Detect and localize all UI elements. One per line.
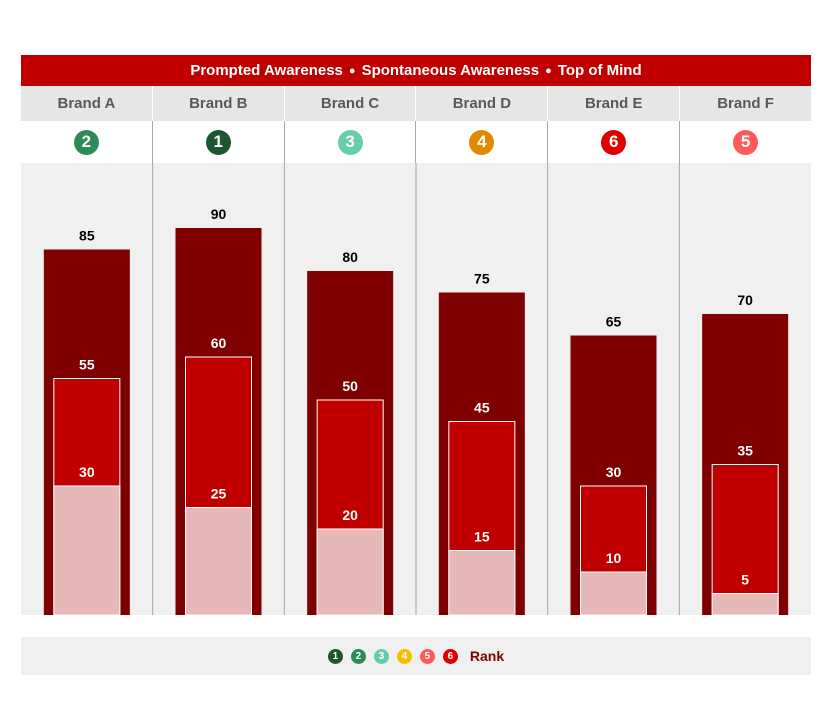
rank-legend-badge: 3 [373, 648, 389, 664]
spontaneous-awareness-bar [711, 464, 779, 615]
rank-cell: 2 [21, 121, 152, 163]
spontaneous-value-label: 30 [606, 464, 622, 480]
brand-label: Brand C [283, 86, 416, 121]
prompted-value-label: 90 [211, 206, 227, 222]
prompted-value-label: 65 [606, 314, 622, 330]
rank-cell: 6 [547, 121, 679, 163]
prompted-value-label: 70 [737, 292, 753, 308]
rank-badge: 6 [601, 129, 627, 155]
rank-cell: 1 [151, 121, 284, 163]
spontaneous-value-label: 50 [342, 378, 358, 394]
rank-badge: 2 [73, 129, 99, 155]
top-of-mind-value-label: 5 [741, 572, 749, 588]
legend-separator: ● [545, 64, 552, 77]
rank-cell: 4 [415, 121, 547, 163]
legend-top-of-mind: Top of Mind [557, 62, 642, 79]
rank-legend-badge: 4 [396, 648, 412, 664]
legend-separator: ● [348, 64, 356, 77]
spontaneous-value-label: 35 [737, 443, 753, 459]
spontaneous-value-label: 45 [474, 400, 490, 416]
brand-label: Brand A [57, 95, 116, 112]
legend-prompted-awareness: Prompted Awareness [190, 62, 343, 79]
rank-legend-badge: 2 [350, 648, 366, 664]
rank-badge: 1 [205, 129, 231, 155]
legend-spontaneous-awareness: Spontaneous Awareness [361, 62, 540, 79]
top-of-mind-bar [316, 528, 384, 615]
brand-label: Brand D [415, 86, 547, 121]
rank-row: 2 1 3 4 6 5 [21, 121, 811, 163]
brand-label: Brand F [679, 86, 811, 121]
chart-header: Prompted Awareness ● Spontaneous Awarene… [21, 55, 811, 86]
brand-label: Brand E [547, 86, 679, 121]
top-of-mind-value-label: 25 [211, 486, 227, 502]
spontaneous-value-label: 55 [79, 357, 95, 373]
brand-header-row: Brand A Brand B Brand C Brand D Brand E … [21, 86, 811, 121]
top-of-mind-bar [185, 507, 252, 615]
awareness-bar-chart: 85 55 30 90 60 25 80 50 20 75 45 15 65 30 10 70 35 5 [21, 163, 811, 615]
prompted-value-label: 80 [342, 249, 358, 265]
rank-cell: 3 [283, 121, 416, 163]
top-of-mind-bar [448, 550, 516, 615]
top-of-mind-value-label: 30 [79, 464, 95, 480]
rank-legend-badge: 5 [419, 648, 435, 664]
top-of-mind-value-label: 20 [342, 507, 358, 523]
top-of-mind-bar [580, 571, 647, 615]
rank-badge: 3 [337, 129, 363, 155]
rank-legend-label: Rank [469, 648, 505, 664]
rank-legend: 1 2 3 4 5 6 Rank [21, 637, 811, 675]
top-of-mind-value-label: 15 [474, 529, 490, 545]
spontaneous-value-label: 60 [211, 335, 227, 351]
brand-label: Brand B [151, 86, 284, 121]
top-of-mind-bar [53, 485, 121, 615]
rank-cell: 5 [679, 121, 811, 163]
prompted-value-label: 85 [79, 228, 95, 244]
prompted-value-label: 75 [474, 271, 490, 287]
rank-legend-badge: 6 [442, 648, 458, 664]
rank-badge: 5 [733, 129, 759, 155]
top-of-mind-bar [711, 593, 779, 615]
rank-badge: 4 [469, 129, 495, 155]
top-of-mind-value-label: 10 [606, 550, 622, 566]
rank-legend-badge: 1 [327, 648, 343, 664]
